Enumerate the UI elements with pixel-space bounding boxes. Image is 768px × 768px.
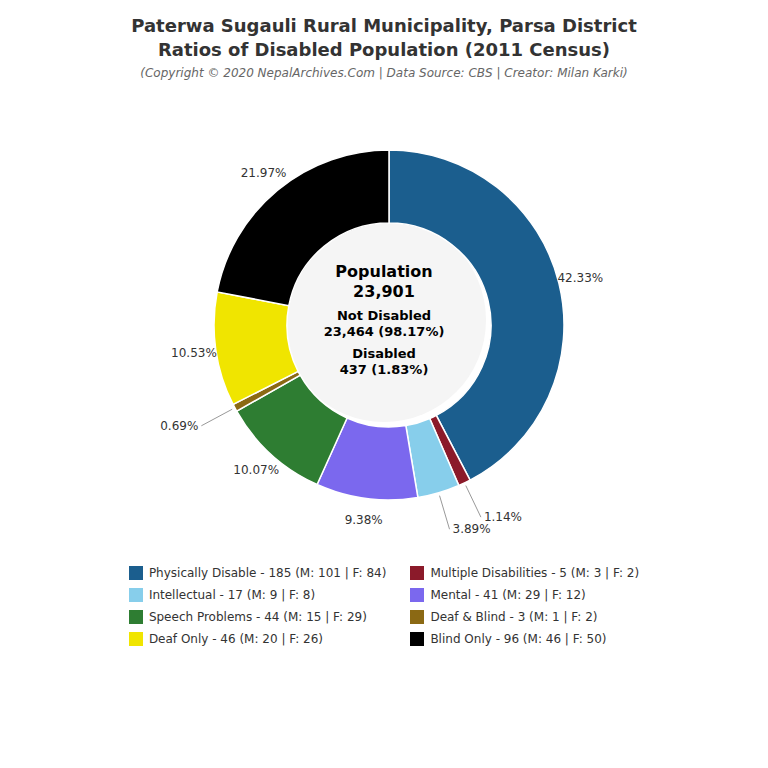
html-text:Paterwa Sugauli Rural Municipa: Paterwa Sugauli Rural Municipality, Pars… <box>131 15 637 36</box>
html-text:Ratios of Disabled Population: Ratios of Disabled Population (2011 Cens… <box>158 39 610 60</box>
svg-text:0.69%: 0.69% <box>160 419 198 433</box>
html-text:23,901: 23,901 <box>353 281 415 301</box>
html-text:Deaf & Blind - 3 (M: 1 | F: 2): Deaf & Blind - 3 (M: 1 | F: 2) <box>430 610 598 624</box>
html-text:437 (1.83%): 437 (1.83%) <box>339 362 429 378</box>
svg-text:3.89%: 3.89% <box>453 522 491 536</box>
html-text:Not Disabled: Not Disabled <box>336 307 432 323</box>
html-text:Physically Disable - 185 (M: 1: Physically Disable - 185 (M: 101 | F: 84… <box>148 566 387 580</box>
svg-text:10.53%: 10.53% <box>171 346 217 360</box>
html-text:Blind Only - 96 (M: 46 | F: 50: Blind Only - 96 (M: 46 | F: 50) <box>430 632 607 646</box>
html-text:Mental - 41 (M: 29 | F: 12): Mental - 41 (M: 29 | F: 12) <box>430 588 586 602</box>
html-text:Population: Population <box>335 261 433 281</box>
svg-text:10.07%: 10.07% <box>233 463 279 477</box>
svg-text:1.14%: 1.14% <box>483 510 522 525</box>
html-text:Speech Problems - 44 (M: 15 |: Speech Problems - 44 (M: 15 | F: 29) <box>148 610 367 624</box>
html-text:Multiple Disabilities - 5 (M:: Multiple Disabilities - 5 (M: 3 | F: 2) <box>430 566 640 580</box>
html-text:23,464 (98.17%): 23,464 (98.17%) <box>323 323 445 339</box>
svg-text:42.33%: 42.33% <box>557 271 603 285</box>
html-text:(Copyright © 2020 NepalArchive: (Copyright © 2020 NepalArchives.Com | Da… <box>140 66 628 80</box>
html-text:Intellectual - 17 (M: 9 | F: 8: Intellectual - 17 (M: 9 | F: 8) <box>148 588 316 602</box>
svg-text:9.38%: 9.38% <box>345 513 383 527</box>
html-text:Disabled: Disabled <box>352 346 416 361</box>
svg-text:21.97%: 21.97% <box>241 166 287 180</box>
html-text:Deaf Only - 46 (M: 20 | F: 26): Deaf Only - 46 (M: 20 | F: 26) <box>148 632 323 646</box>
